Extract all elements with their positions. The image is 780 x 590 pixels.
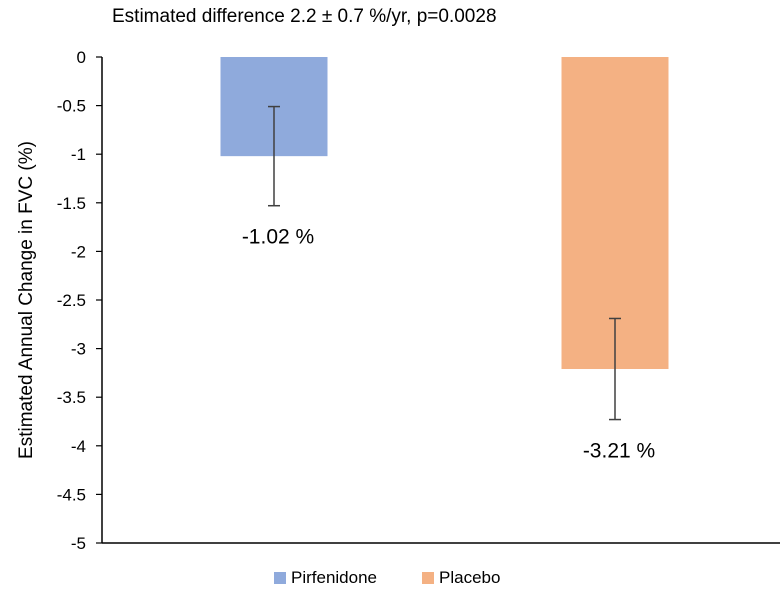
y-tick-label: -4: [71, 437, 86, 456]
chart-title: Estimated difference 2.2 ± 0.7 %/yr, p=0…: [112, 6, 497, 27]
y-tick-label: -1.5: [57, 194, 86, 213]
y-tick-label: -4.5: [57, 485, 86, 504]
y-tick-label: -0.5: [57, 97, 86, 116]
error-bars: [268, 105, 621, 421]
y-tick-label: -1: [71, 145, 86, 164]
y-axis-ticks: 0 -0.5 -1 -1.5 -2 -2.5 -3 -3.5 -4 -4.5 -5: [57, 48, 102, 553]
legend-swatch-pirfenidone: [274, 572, 286, 584]
legend-swatch-placebo: [422, 572, 434, 584]
y-tick-label: -3: [71, 340, 86, 359]
data-label-placebo: -3.21 %: [583, 440, 655, 463]
y-tick-label: 0: [77, 48, 86, 67]
y-tick-label: -2.5: [57, 291, 86, 310]
y-axis-label: Estimated Annual Change in FVC (%): [16, 141, 37, 459]
legend-label-pirfenidone: Pirfenidone: [291, 568, 377, 587]
bars: [220, 57, 669, 370]
bar-placebo: [561, 57, 669, 370]
legend-label-placebo: Placebo: [439, 568, 500, 587]
legend: Pirfenidone Placebo: [274, 568, 500, 587]
data-label-pirfenidone: -1.02 %: [242, 226, 314, 249]
y-tick-label: -5: [71, 534, 86, 553]
data-labels: -1.02 % -3.21 %: [242, 226, 655, 463]
y-tick-label: -3.5: [57, 388, 86, 407]
y-tick-label: -2: [71, 242, 86, 261]
